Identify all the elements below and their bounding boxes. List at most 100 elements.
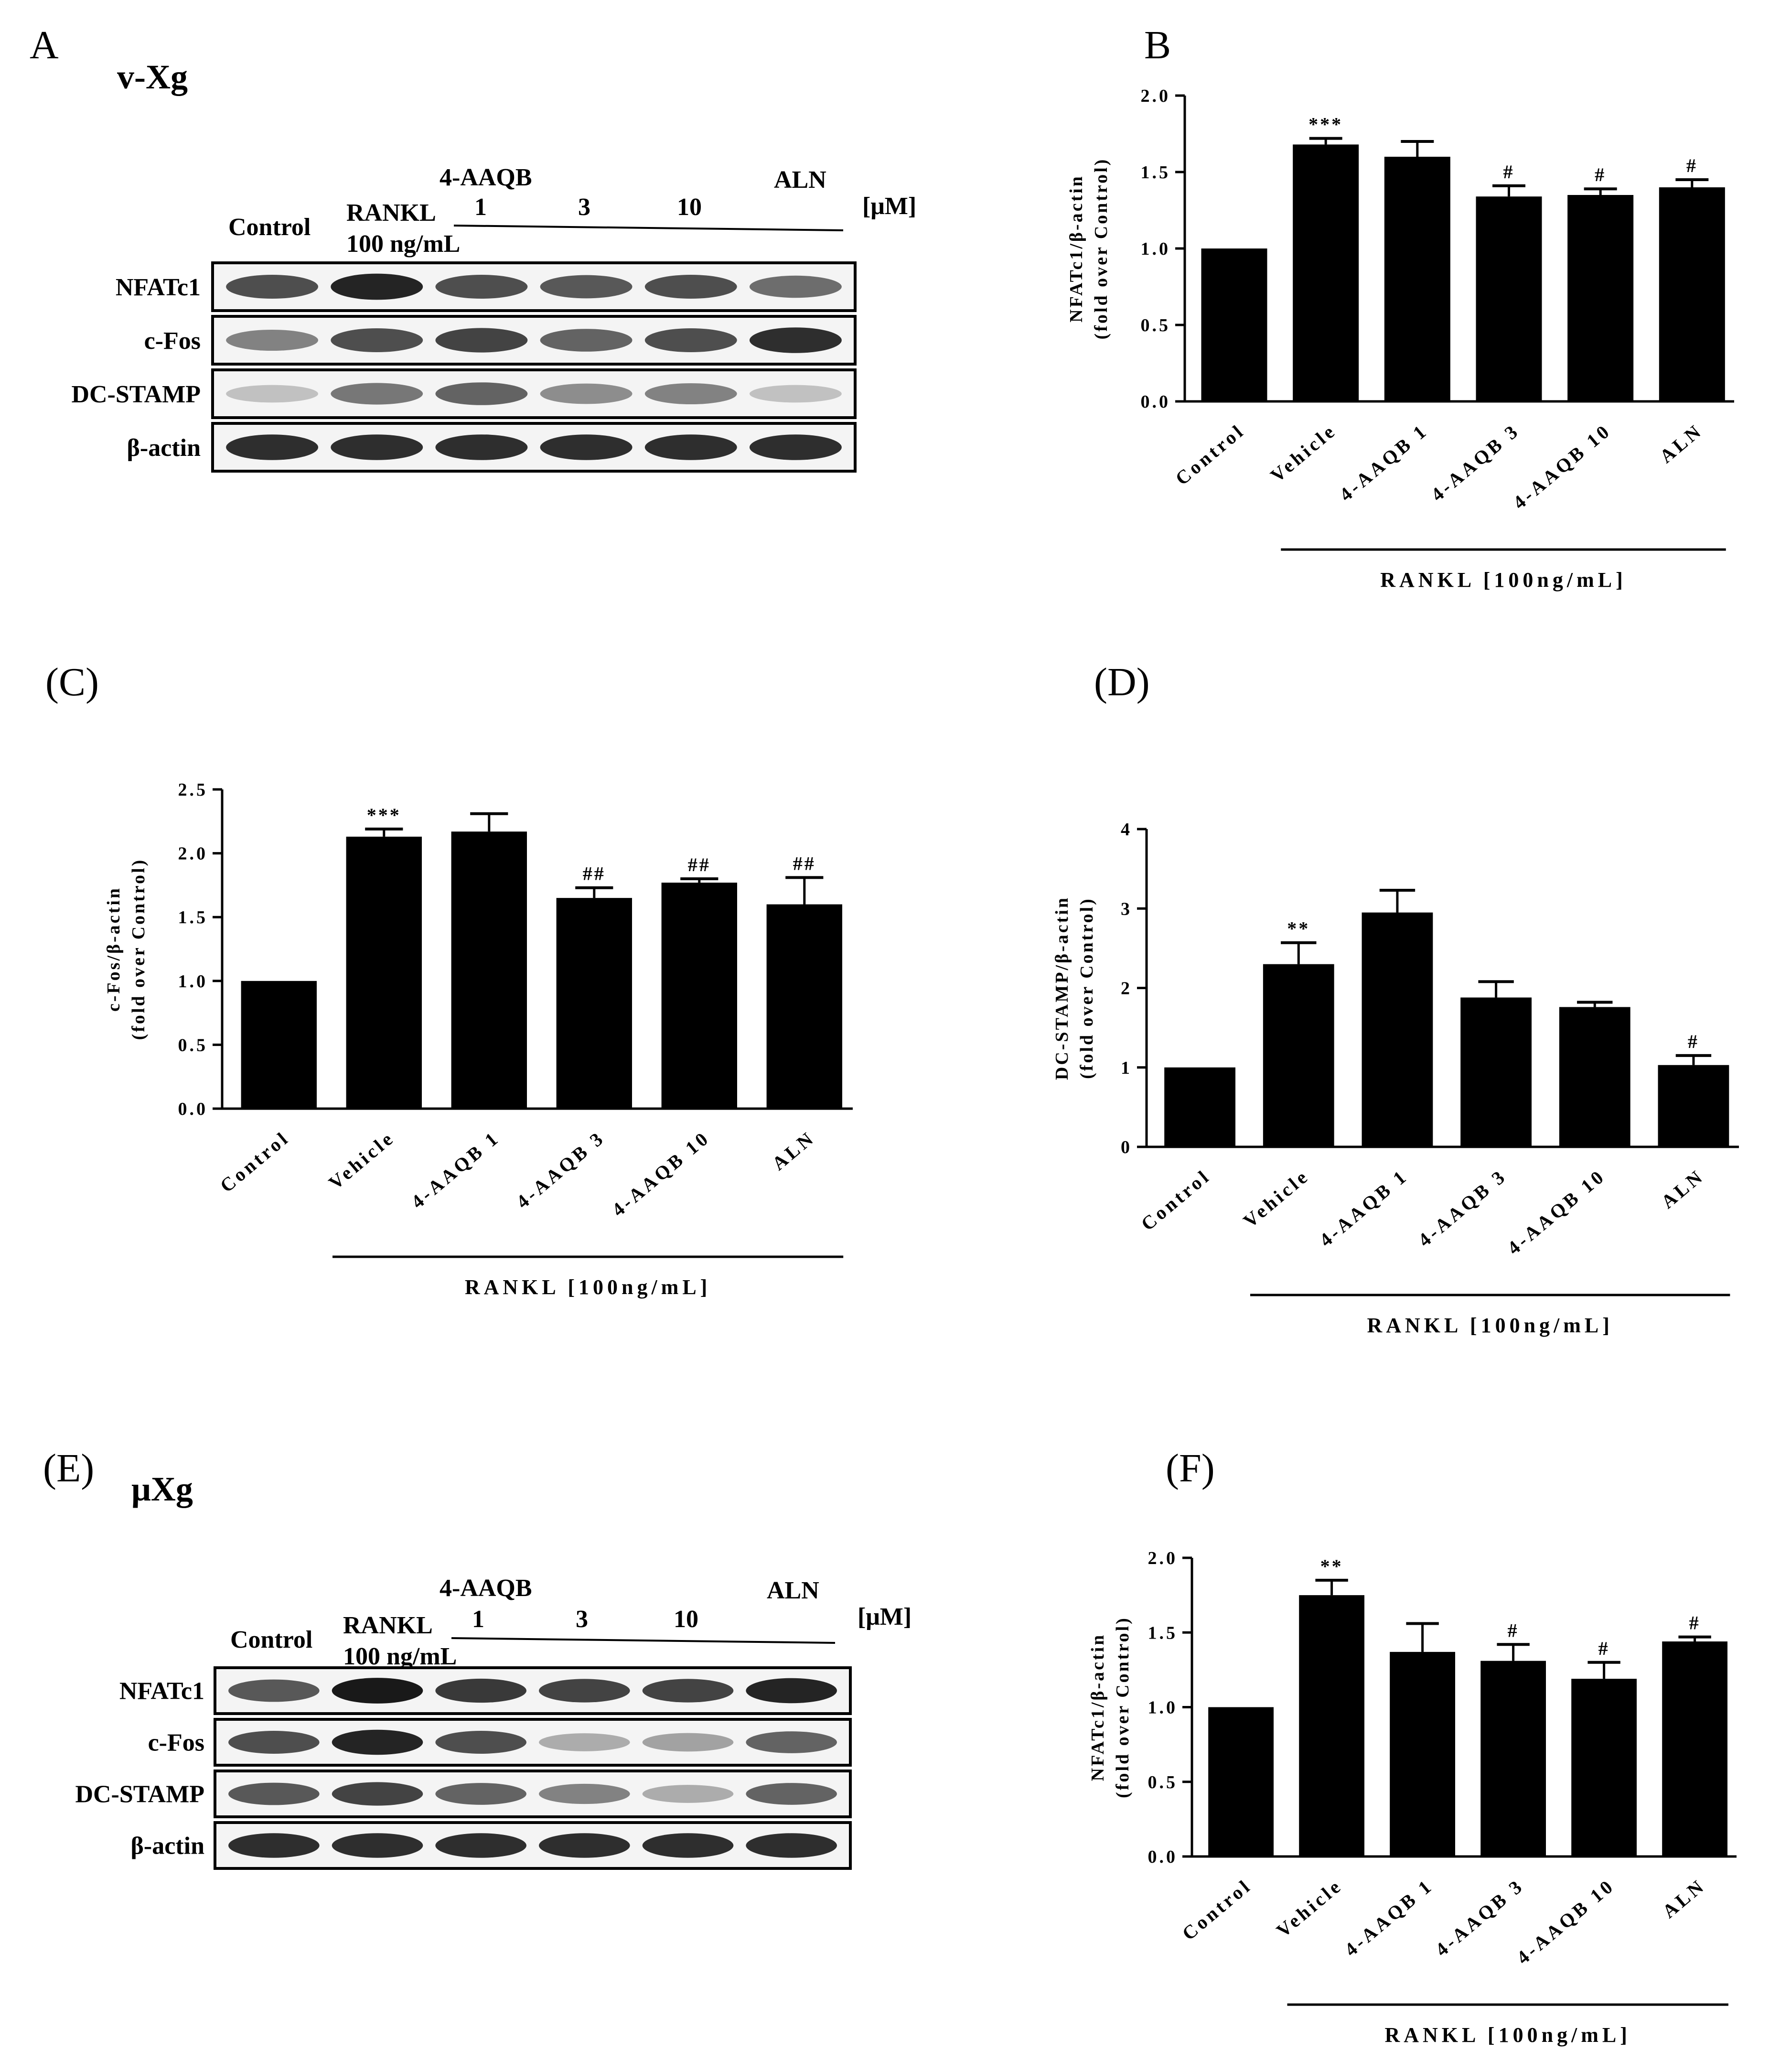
significance-marker: **	[1320, 1555, 1343, 1577]
blot-band	[332, 1833, 423, 1858]
y-tick-label: 1.5	[178, 907, 208, 928]
blot-row-c-fos: c-Fos	[144, 315, 857, 366]
blot-band	[435, 1783, 526, 1805]
bar-4-aaqb-3	[1460, 997, 1532, 1147]
significance-marker: #	[1598, 1638, 1610, 1659]
y-tick-label: 0.0	[1148, 1847, 1178, 1867]
blot-row-label: DC-STAMP	[75, 1781, 204, 1808]
bar-4-aaqb-1	[1384, 157, 1450, 401]
blot-strip-frame	[214, 1821, 852, 1870]
blot-row-label: NFATc1	[116, 274, 201, 301]
blot-band	[539, 1733, 630, 1751]
lane-label-dose-3: 3	[576, 1606, 588, 1633]
blot-strip-frame	[211, 315, 857, 366]
significance-marker: **	[1287, 918, 1310, 939]
category-label: Control	[1178, 1874, 1256, 1944]
significance-marker: #	[1686, 155, 1698, 176]
y-tick-label: 0.5	[1141, 315, 1171, 335]
category-label: ALN	[1657, 1165, 1708, 1212]
category-label: 4-AAQB 10	[1503, 1165, 1609, 1259]
group-label-4aaqb: 4-AAQB	[440, 1575, 532, 1602]
panel-letter-a: A	[30, 23, 59, 67]
bar-aln	[1658, 1065, 1729, 1147]
blot-band	[539, 1833, 630, 1858]
bar-aln	[766, 904, 842, 1109]
bar-control	[1164, 1067, 1235, 1147]
bar-vehicle	[1263, 964, 1334, 1147]
lane-label-dose-1: 1	[472, 1606, 484, 1633]
bar-aln	[1662, 1641, 1727, 1856]
blot-band	[228, 1679, 320, 1702]
western-blot-a: v-Xg 4-AAQB ALN [μM] Control RANKL 100 n…	[71, 58, 916, 473]
y-tick-label: 2.0	[1141, 86, 1171, 106]
category-label: 4-AAQB 1	[1315, 1165, 1412, 1251]
y-tick-label: 3	[1121, 899, 1132, 919]
bar-chart-c: 0.0 0.5 1.0 1.5 2.0 2.5 c-Fos/β-actin (fold ove…	[104, 780, 853, 1299]
dose-bracket-line	[451, 1637, 836, 1644]
category-label: 4-AAQB 3	[1414, 1165, 1511, 1251]
y-tick-label: 0.0	[178, 1099, 208, 1119]
y-axis-label-line2: (fold over Control)	[1113, 1616, 1133, 1798]
blot-strip-frame	[214, 1666, 852, 1715]
blot-band	[642, 1785, 734, 1803]
category-label: 4-AAQB 10	[608, 1126, 714, 1220]
y-axis-label-line2: (fold over Control)	[129, 858, 149, 1040]
blot-strip-frame	[214, 1770, 852, 1818]
bar-vehicle	[1299, 1595, 1364, 1856]
y-axis-label-line1: c-Fos/β-actin	[104, 886, 124, 1012]
panel-letter-d: (D)	[1094, 660, 1150, 704]
significance-marker: ##	[583, 863, 606, 885]
blot-band	[749, 434, 842, 460]
blot-title: v-Xg	[117, 58, 188, 96]
blot-band	[644, 275, 737, 299]
significance-marker: #	[1503, 161, 1515, 183]
group-label-4aaqb: 4-AAQB	[440, 164, 532, 191]
blot-band	[540, 275, 633, 299]
category-label: 4-AAQB 3	[1431, 1874, 1528, 1960]
bar-vehicle	[1293, 144, 1359, 401]
blot-row-nfatc1: NFATc1	[119, 1666, 852, 1715]
y-axis-label-line1: DC-STAMP/β-actin	[1052, 896, 1072, 1080]
lane-label-rankl-dose: 100 ng/mL	[346, 230, 460, 258]
blot-band	[226, 330, 319, 351]
bar-4-aaqb-10	[1571, 1679, 1637, 1856]
y-tick-label: 4	[1121, 820, 1132, 840]
y-tick-label: 2.5	[178, 780, 208, 800]
category-label: 4-AAQB 10	[1512, 1874, 1619, 1968]
blot-row-label: NFATc1	[119, 1677, 204, 1705]
category-label: ALN	[1658, 1874, 1709, 1922]
blot-band	[332, 1729, 423, 1755]
bar-4-aaqb-10	[1559, 1007, 1630, 1147]
blot-row-label: DC-STAMP	[71, 381, 201, 408]
y-tick-label: 1.5	[1148, 1623, 1178, 1643]
blot-band	[435, 275, 528, 299]
y-tick-label: 2.0	[1148, 1548, 1178, 1568]
panel-letter-e: (E)	[43, 1446, 94, 1490]
lane-label-rankl-dose: 100 ng/mL	[343, 1643, 457, 1670]
blot-strip-frame	[214, 1718, 852, 1767]
bar-4-aaqb-1	[451, 831, 527, 1109]
blot-band	[749, 385, 842, 403]
y-axis-label-line2: (fold over Control)	[1077, 897, 1097, 1079]
blot-strip-frame	[211, 368, 857, 419]
lane-label-aln: ALN	[767, 1577, 819, 1604]
category-label: ALN	[768, 1126, 819, 1174]
bar-4-aaqb-3	[556, 898, 632, 1109]
y-tick-label: 1.0	[1148, 1698, 1178, 1718]
rankl-group-label: RANKL [100ng/mL]	[1367, 1314, 1613, 1337]
significance-marker: ##	[793, 853, 816, 874]
blot-band	[331, 434, 423, 460]
blot-band	[539, 1679, 630, 1703]
rankl-group-label: RANKL [100ng/mL]	[465, 1275, 711, 1299]
bar-control	[1208, 1707, 1274, 1856]
y-tick-label: 0.5	[1148, 1772, 1178, 1792]
blot-band	[332, 1678, 423, 1704]
blot-band	[749, 327, 842, 353]
blot-band	[539, 1783, 630, 1804]
bar-chart-f: 0.0 0.5 1.0 1.5 2.0 NFATc1/β-actin (fold over …	[1088, 1548, 1737, 2047]
blot-band	[749, 275, 842, 298]
blot-row--actin: β-actin	[131, 1821, 852, 1870]
blot-band	[226, 275, 319, 299]
lane-label-aln: ALN	[774, 166, 826, 194]
blot-row-dc-stamp: DC-STAMP	[75, 1770, 852, 1818]
